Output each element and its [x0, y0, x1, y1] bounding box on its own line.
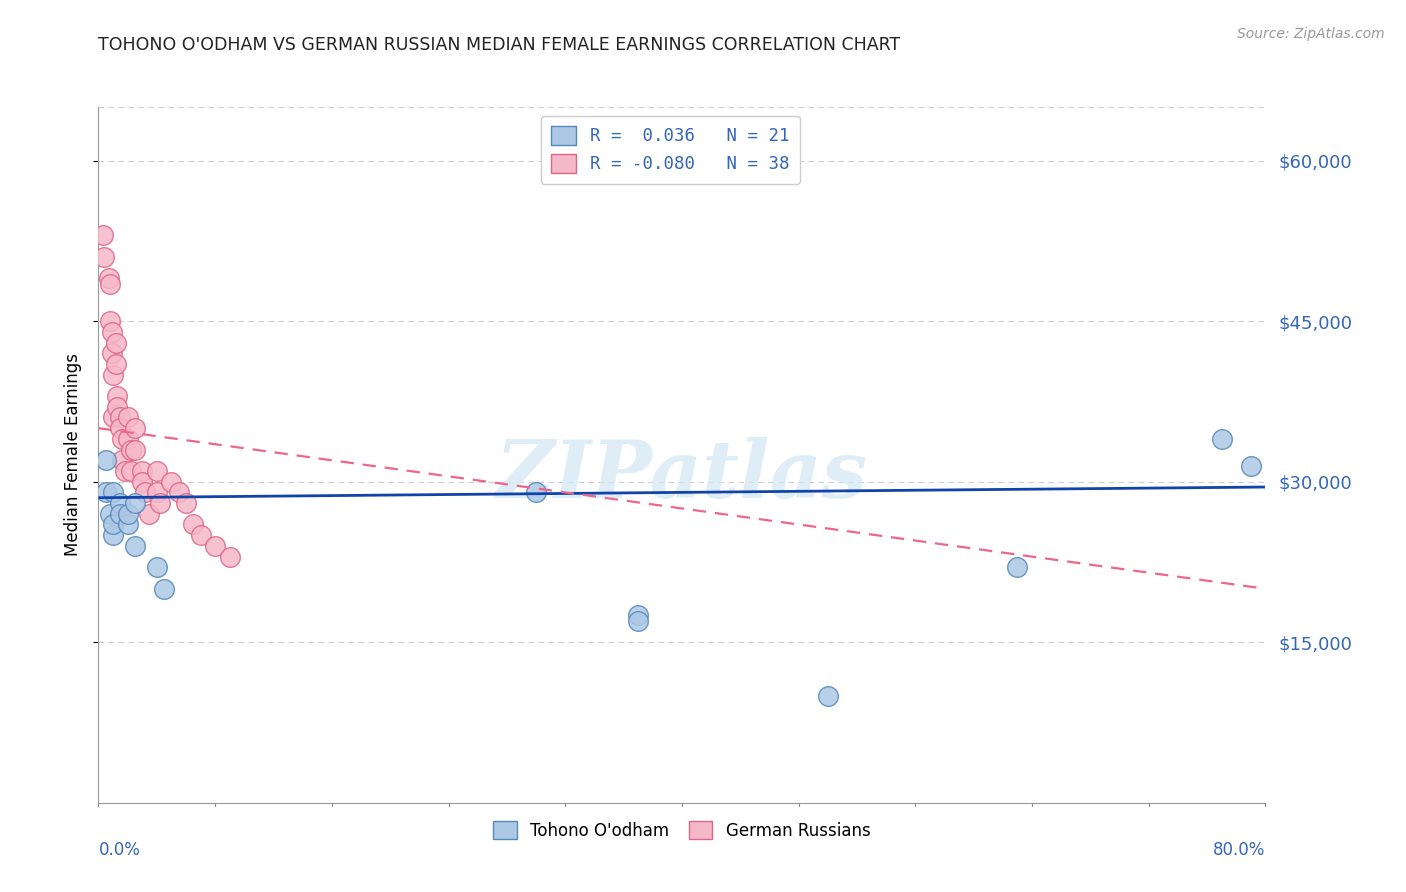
Point — [146, 464, 169, 478]
Point — [94, 453, 117, 467]
Point — [153, 582, 176, 596]
Point — [101, 517, 124, 532]
Point — [91, 228, 114, 243]
Point — [105, 400, 128, 414]
Point — [131, 475, 153, 489]
Point — [627, 608, 650, 623]
Point — [101, 528, 124, 542]
Point — [111, 453, 134, 467]
Point — [181, 517, 204, 532]
Point — [117, 517, 139, 532]
Point — [110, 496, 132, 510]
Point — [117, 507, 139, 521]
Point — [124, 442, 146, 457]
Point — [1007, 560, 1029, 574]
Point — [104, 357, 127, 371]
Point — [124, 421, 146, 435]
Text: TOHONO O'ODHAM VS GERMAN RUSSIAN MEDIAN FEMALE EARNINGS CORRELATION CHART: TOHONO O'ODHAM VS GERMAN RUSSIAN MEDIAN … — [98, 36, 901, 54]
Text: 80.0%: 80.0% — [1213, 841, 1265, 859]
Point — [204, 539, 226, 553]
Point — [627, 614, 650, 628]
Point — [1211, 432, 1233, 446]
Text: Source: ZipAtlas.com: Source: ZipAtlas.com — [1237, 27, 1385, 41]
Point — [98, 277, 121, 291]
Point — [190, 528, 212, 542]
Point — [110, 410, 132, 425]
Y-axis label: Median Female Earnings: Median Female Earnings — [65, 353, 83, 557]
Point — [124, 496, 146, 510]
Point — [174, 496, 197, 510]
Text: 0.0%: 0.0% — [98, 841, 141, 859]
Point — [117, 410, 139, 425]
Point — [149, 496, 172, 510]
Point — [131, 464, 153, 478]
Point — [100, 346, 122, 360]
Point — [817, 689, 839, 703]
Point — [167, 485, 190, 500]
Point — [97, 271, 120, 285]
Point — [120, 442, 142, 457]
Point — [120, 464, 142, 478]
Point — [114, 464, 136, 478]
Point — [101, 485, 124, 500]
Point — [101, 368, 124, 382]
Point — [146, 560, 169, 574]
Point — [218, 549, 240, 564]
Point — [124, 539, 146, 553]
Point — [134, 485, 156, 500]
Point — [117, 432, 139, 446]
Point — [110, 421, 132, 435]
Point — [110, 507, 132, 521]
Point — [111, 432, 134, 446]
Point — [104, 335, 127, 350]
Point — [138, 507, 160, 521]
Point — [101, 410, 124, 425]
Legend: Tohono O'odham, German Russians: Tohono O'odham, German Russians — [486, 814, 877, 847]
Point — [146, 485, 169, 500]
Point — [160, 475, 183, 489]
Point — [98, 507, 121, 521]
Text: ZIPatlas: ZIPatlas — [496, 437, 868, 515]
Point — [93, 250, 115, 264]
Point — [524, 485, 547, 500]
Point — [100, 325, 122, 339]
Point — [1240, 458, 1263, 473]
Point — [94, 485, 117, 500]
Point — [105, 389, 128, 403]
Point — [98, 314, 121, 328]
